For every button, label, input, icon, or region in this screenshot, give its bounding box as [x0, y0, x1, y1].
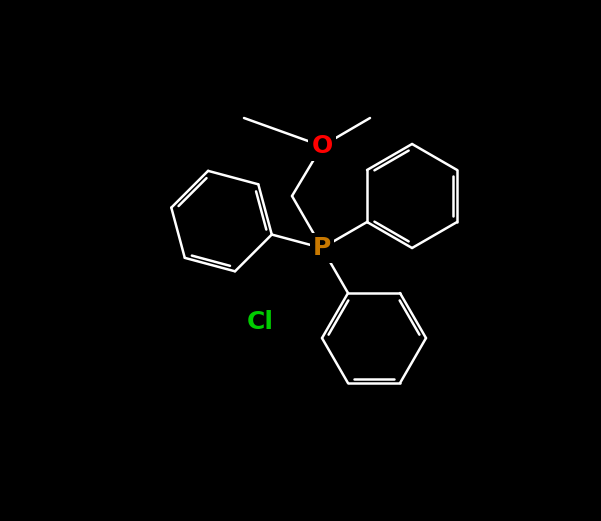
Text: P: P: [313, 236, 331, 260]
Text: Cl: Cl: [246, 310, 273, 334]
Text: O: O: [311, 134, 332, 158]
